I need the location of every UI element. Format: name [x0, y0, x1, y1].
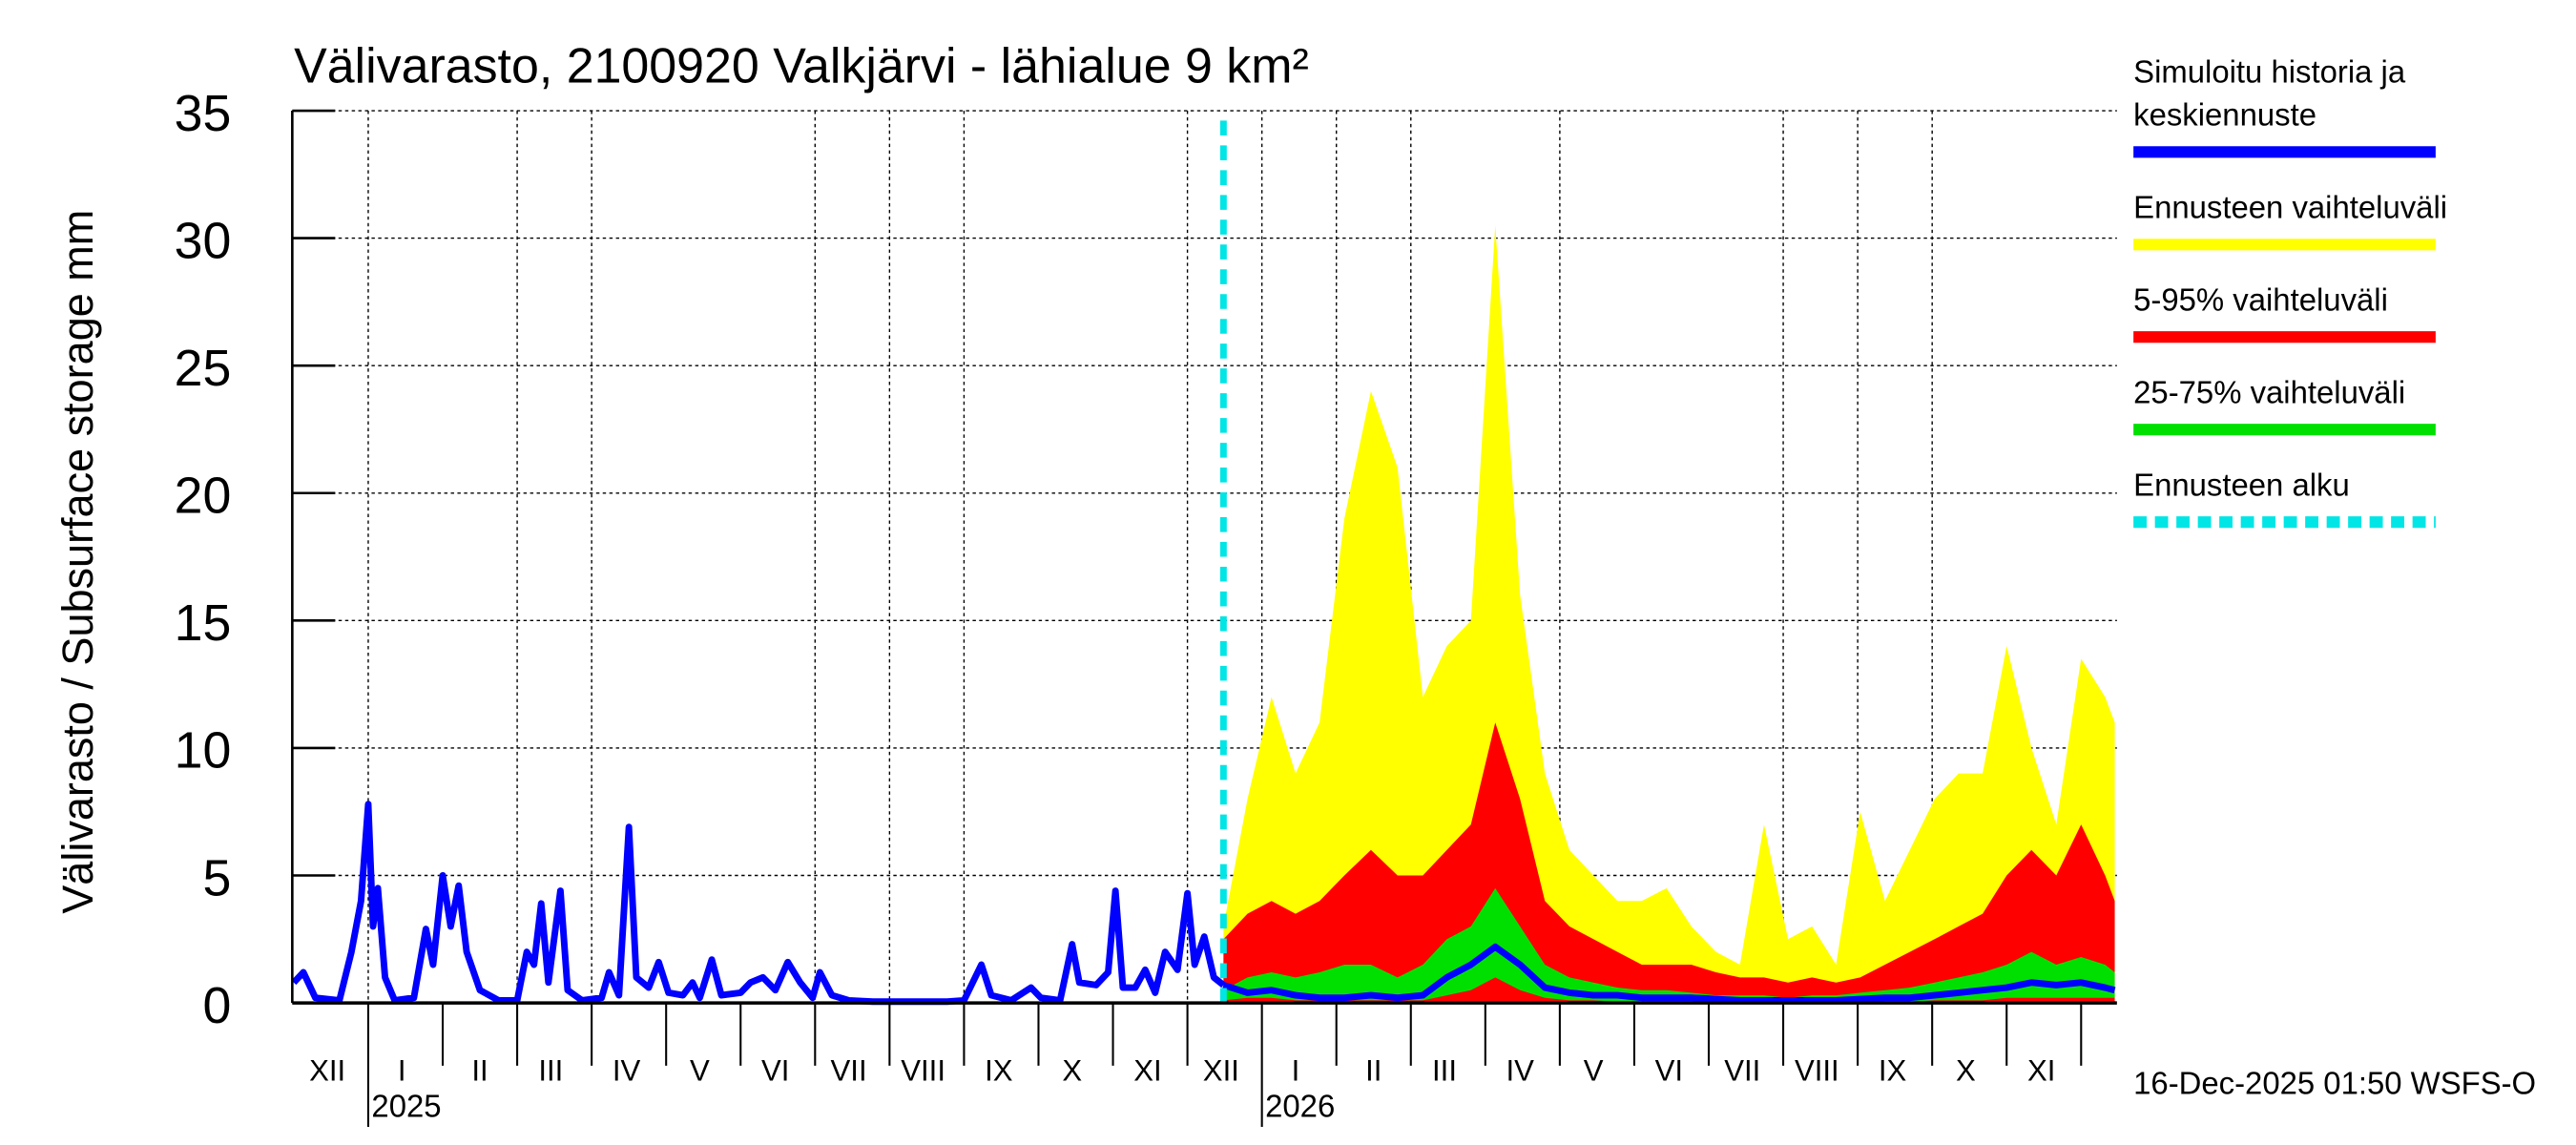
y-tick-label: 5	[202, 849, 231, 906]
x-month-label: II	[1365, 1053, 1381, 1087]
x-month-label: XI	[2027, 1053, 2055, 1087]
legend-label: 25-75% vaihteluväli	[2133, 375, 2405, 410]
x-month-label: X	[1062, 1053, 1082, 1087]
footer-timestamp: 16-Dec-2025 01:50 WSFS-O	[2133, 1065, 2536, 1100]
y-tick-label: 15	[175, 594, 232, 652]
legend-label: Ennusteen vaihteluväli	[2133, 190, 2447, 225]
x-month-label: IX	[985, 1053, 1013, 1087]
forecast-bands	[1223, 225, 2115, 1004]
x-month-label: III	[538, 1053, 563, 1087]
legend-label: Simuloitu historia ja	[2133, 54, 2406, 90]
x-month-label: VII	[1724, 1053, 1760, 1087]
x-year-label: 2025	[371, 1089, 441, 1124]
grid	[292, 110, 2117, 1004]
x-month-label: X	[1956, 1053, 1976, 1087]
series-lines	[291, 120, 2116, 1006]
chart-title: Välivarasto, 2100920 Valkjärvi - lähialu…	[294, 39, 1309, 94]
y-tick-label: 35	[175, 85, 232, 142]
y-tick-label: 25	[175, 340, 232, 397]
x-month-label: XI	[1133, 1053, 1161, 1087]
x-year-label: 2026	[1265, 1089, 1335, 1124]
legend-label: keskiennuste	[2133, 97, 2316, 133]
legend: Simuloitu historia ja keskiennuste Ennuste…	[2133, 54, 2447, 529]
x-month-label: I	[398, 1053, 406, 1087]
legend-label: Ennusteen alku	[2133, 467, 2350, 502]
y-tick-label: 20	[175, 468, 232, 525]
x-month-label: IV	[1506, 1053, 1535, 1087]
x-month-label: VI	[1655, 1053, 1683, 1087]
x-month-label: XII	[1203, 1053, 1239, 1087]
y-axis-label: Välivarasto / Subsurface storage mm	[53, 210, 102, 914]
range-band-25-75	[1223, 887, 2115, 1002]
range-band-5-95	[1223, 722, 2115, 1004]
x-month-label: V	[690, 1053, 710, 1087]
x-month-label: VIII	[1795, 1053, 1839, 1087]
x-month-label: II	[471, 1053, 488, 1087]
range-band-full	[1223, 225, 2115, 1004]
x-month-label: VI	[761, 1053, 789, 1087]
legend-label: 5-95% vaihteluväli	[2133, 282, 2388, 318]
mean-forecast-line	[1222, 943, 2116, 1004]
y-tick-label: 30	[175, 212, 232, 269]
x-month-label: III	[1432, 1053, 1457, 1087]
x-month-label: V	[1584, 1053, 1604, 1087]
y-tick-label: 10	[175, 722, 232, 780]
x-month-label: VII	[831, 1053, 867, 1087]
x-month-label: VIII	[901, 1053, 945, 1087]
history-line	[291, 801, 1226, 1006]
y-tick-label: 0	[202, 977, 231, 1034]
x-month-label: XII	[309, 1053, 345, 1087]
x-month-label: IX	[1879, 1053, 1907, 1087]
x-month-label: I	[1292, 1053, 1300, 1087]
x-month-label: IV	[613, 1053, 641, 1087]
